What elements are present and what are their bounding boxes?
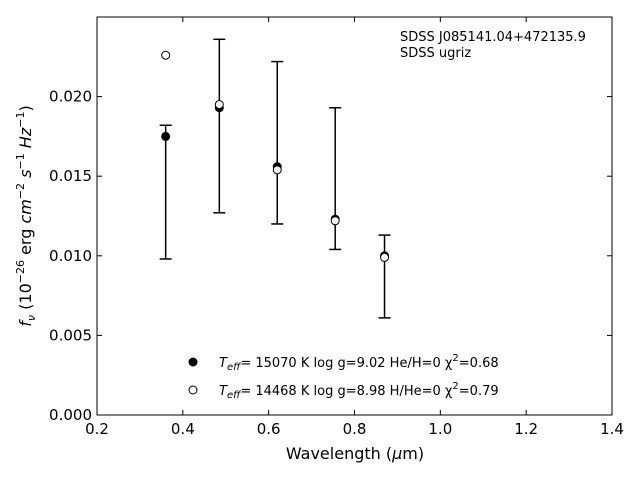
- legend-label: Teff= 14468 K log g=8.98 H/He=0 χ2=0.79: [219, 381, 499, 401]
- legend: Teff= 15070 K log g=9.02 He/H=0 χ2=0.68 T…: [188, 353, 499, 401]
- point-model-h: [380, 252, 390, 262]
- x-tick-label: 0.8: [343, 420, 367, 438]
- x-axis-title: Wavelength (μm): [286, 444, 424, 463]
- y-tick-label: 0.010: [49, 247, 92, 265]
- y-tick-label: 0.020: [49, 88, 92, 106]
- plot-frame: [96, 16, 613, 416]
- y-axis-title: fν (10−26 erg cm−2 s−1 Hz−1): [14, 105, 38, 326]
- point-model-he: [161, 131, 171, 141]
- annotation-survey: SDSS ugriz: [400, 46, 471, 61]
- annotation-object-name: SDSS J085141.04+472135.9: [400, 30, 586, 45]
- legend-marker: [188, 385, 198, 395]
- x-tick-label: 0.2: [85, 420, 109, 438]
- x-tick-label: 0.4: [171, 420, 195, 438]
- legend-marker: [188, 357, 198, 367]
- data-points: [161, 50, 390, 262]
- point-model-h: [214, 100, 224, 110]
- point-model-h: [161, 50, 171, 60]
- point-model-h: [330, 216, 340, 226]
- y-tick-label: 0.000: [49, 406, 92, 424]
- y-tick-label: 0.005: [49, 326, 92, 344]
- x-tick-label: 0.6: [257, 420, 281, 438]
- x-tick-label: 1.4: [600, 420, 624, 438]
- x-tick-label: 1.0: [428, 420, 452, 438]
- point-model-h: [272, 165, 282, 175]
- error-bars: [159, 38, 391, 319]
- legend-label: Teff= 15070 K log g=9.02 He/H=0 χ2=0.68: [219, 353, 499, 373]
- x-tick-label: 1.2: [514, 420, 538, 438]
- y-tick-label: 0.015: [49, 167, 92, 185]
